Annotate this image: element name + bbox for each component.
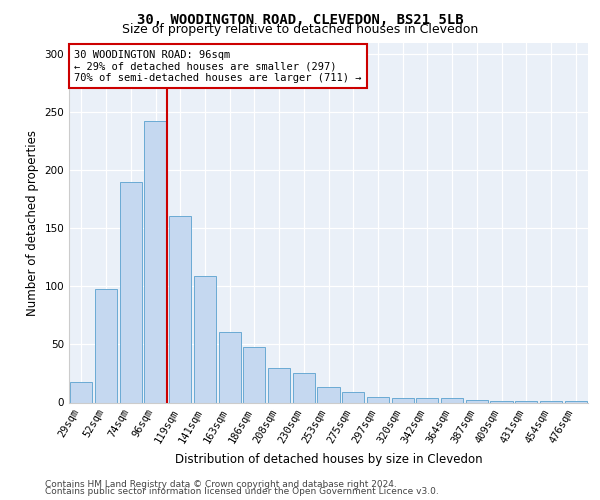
Bar <box>194 276 216 402</box>
Text: Size of property relative to detached houses in Clevedon: Size of property relative to detached ho… <box>122 22 478 36</box>
Bar <box>70 382 92 402</box>
Bar <box>441 398 463 402</box>
Bar <box>119 182 142 402</box>
Bar <box>392 398 414 402</box>
X-axis label: Distribution of detached houses by size in Clevedon: Distribution of detached houses by size … <box>175 453 482 466</box>
Bar <box>95 288 117 403</box>
Text: 30 WOODINGTON ROAD: 96sqm
← 29% of detached houses are smaller (297)
70% of semi: 30 WOODINGTON ROAD: 96sqm ← 29% of detac… <box>74 50 362 83</box>
Bar <box>145 122 167 402</box>
Bar <box>293 374 315 402</box>
Bar <box>416 398 439 402</box>
Bar <box>342 392 364 402</box>
Bar <box>317 388 340 402</box>
Bar <box>367 396 389 402</box>
Text: Contains HM Land Registry data © Crown copyright and database right 2024.: Contains HM Land Registry data © Crown c… <box>45 480 397 489</box>
Y-axis label: Number of detached properties: Number of detached properties <box>26 130 39 316</box>
Bar <box>243 347 265 403</box>
Bar <box>169 216 191 402</box>
Text: Contains public sector information licensed under the Open Government Licence v3: Contains public sector information licen… <box>45 487 439 496</box>
Text: 30, WOODINGTON ROAD, CLEVEDON, BS21 5LB: 30, WOODINGTON ROAD, CLEVEDON, BS21 5LB <box>137 12 463 26</box>
Bar <box>268 368 290 402</box>
Bar <box>466 400 488 402</box>
Bar <box>218 332 241 402</box>
